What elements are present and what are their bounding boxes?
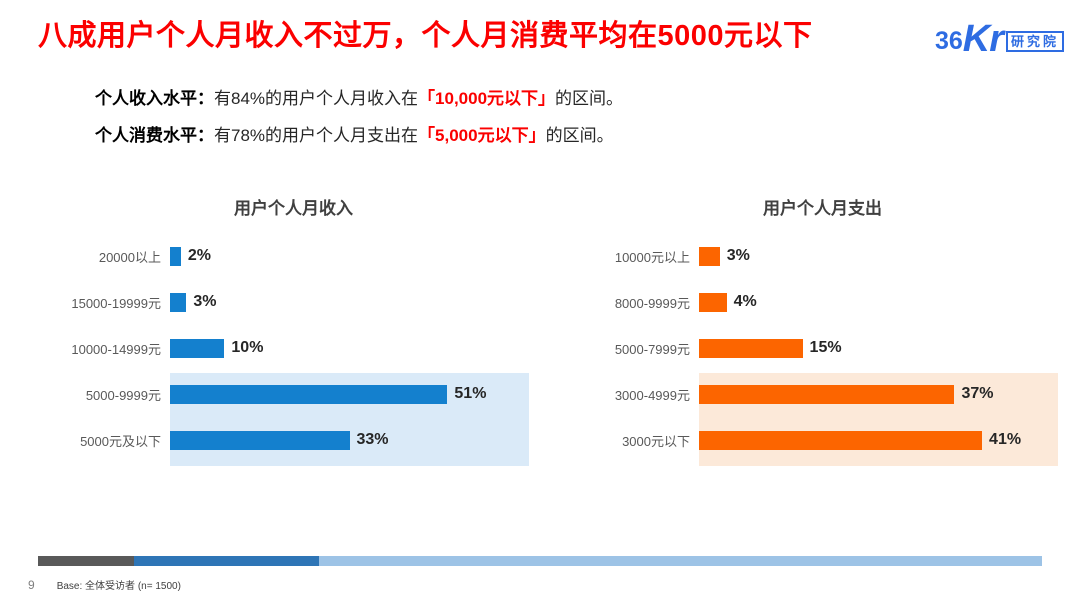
chart-row: 5000元及以下 33%	[58, 417, 529, 463]
charts-area: 用户个人月收入 20000以上 2% 15000-19999元 3% 10000-149…	[0, 158, 1080, 467]
bar-area: 33%	[170, 417, 529, 463]
category-label: 20000以上	[98, 249, 161, 265]
bar	[699, 292, 727, 312]
value-label: 2%	[187, 247, 211, 265]
slide-title: 八成用户个人月收入不过万，个人月消费平均在5000元以下	[38, 20, 813, 52]
chart-row: 5000-7999元 15%	[587, 325, 1058, 371]
intro-income-pre: 有84%的用户个人月收入在	[214, 89, 419, 109]
progress-segment-dark	[38, 556, 134, 566]
bar-area: 3%	[699, 233, 1058, 279]
value-label: 4%	[733, 293, 757, 311]
category-label: 5000元及以下	[80, 433, 161, 449]
category-label: 15000-19999元	[71, 295, 161, 311]
value-label: 41%	[989, 431, 1022, 449]
bar	[699, 338, 803, 358]
category-label: 3000-4999元	[614, 387, 690, 403]
36kr-logo: 36 Kr 研究院	[934, 18, 1064, 60]
chart-title: 用户个人月收入	[234, 199, 353, 219]
chart-rows: 10000元以上 3% 8000-9999元 4% 5000-7999元 15% 3000-…	[587, 233, 1058, 467]
intro-income-label: 个人收入水平：	[95, 89, 214, 109]
progress-segment-blue	[134, 556, 319, 566]
bar	[170, 430, 350, 450]
page-number: 9	[28, 578, 35, 592]
bar	[170, 384, 448, 404]
category-label: 8000-9999元	[614, 295, 690, 311]
value-label: 15%	[809, 339, 842, 357]
category-label: 5000-7999元	[614, 341, 690, 357]
chart-row: 3000元以下 41%	[587, 417, 1058, 463]
bar	[699, 430, 983, 450]
chart-row: 15000-19999元 3%	[58, 279, 529, 325]
category-label: 10000-14999元	[71, 341, 161, 357]
value-label: 3%	[726, 247, 750, 265]
chart-row: 10000元以上 3%	[587, 233, 1058, 279]
chart-row: 3000-4999元 37%	[587, 371, 1058, 417]
bar-area: 4%	[699, 279, 1058, 325]
intro-line-income: 个人收入水平：有84%的用户个人月收入在「10,000元以下」的区间。	[95, 84, 1080, 109]
category-label: 3000元以下	[622, 433, 690, 449]
chart-monthly-income: 用户个人月收入 20000以上 2% 15000-19999元 3% 10000-149…	[58, 194, 529, 467]
value-label: 10%	[231, 339, 264, 357]
bar-area: 2%	[170, 233, 529, 279]
category-label: 10000元以上	[614, 249, 690, 265]
intro-income-highlight: 「10,000元以下」	[418, 89, 556, 109]
chart-row: 5000-9999元 51%	[58, 371, 529, 417]
header: 八成用户个人月收入不过万，个人月消费平均在5000元以下 36 Kr 研究院	[0, 0, 1080, 60]
intro-spending-post: 的区间。	[545, 126, 614, 146]
footer: 9 Base: 全体受访者 (n= 1500)	[28, 577, 181, 592]
bar-area: 10%	[170, 325, 529, 371]
bar	[699, 384, 955, 404]
progress-bar	[38, 556, 1042, 566]
bar-area: 15%	[699, 325, 1058, 371]
intro-income-post: 的区间。	[555, 89, 624, 109]
logo-research-badge: 研究院	[1005, 31, 1064, 53]
bar	[699, 246, 720, 266]
bar-area: 41%	[699, 417, 1058, 463]
chart-row: 20000以上 2%	[58, 233, 529, 279]
chart-row: 8000-9999元 4%	[587, 279, 1058, 325]
bar	[170, 292, 187, 312]
chart-monthly-spending: 用户个人月支出 10000元以上 3% 8000-9999元 4% 5000-7999元…	[587, 194, 1058, 467]
value-label: 51%	[454, 385, 487, 403]
bar-area: 37%	[699, 371, 1058, 417]
bar	[170, 246, 181, 266]
progress-segment-light	[319, 556, 1042, 566]
intro-block: 个人收入水平：有84%的用户个人月收入在「10,000元以下」的区间。 个人消费…	[95, 84, 1080, 146]
intro-spending-pre: 有78%的用户个人月支出在	[214, 126, 419, 146]
intro-spending-highlight: 「5,000元以下」	[418, 126, 546, 146]
value-label: 3%	[193, 293, 217, 311]
chart-rows: 20000以上 2% 15000-19999元 3% 10000-14999元 10% 50…	[58, 233, 529, 467]
category-label: 5000-9999元	[85, 387, 161, 403]
logo-number: 36	[934, 27, 963, 56]
chart-title: 用户个人月支出	[763, 199, 882, 219]
bar-area: 3%	[170, 279, 529, 325]
bar-area: 51%	[170, 371, 529, 417]
intro-spending-label: 个人消费水平：	[95, 126, 214, 146]
intro-line-spending: 个人消费水平：有78%的用户个人月支出在「5,000元以下」的区间。	[95, 121, 1080, 146]
value-label: 33%	[356, 431, 389, 449]
chart-row: 10000-14999元 10%	[58, 325, 529, 371]
bar	[170, 338, 225, 358]
base-note: Base: 全体受访者 (n= 1500)	[56, 581, 181, 592]
value-label: 37%	[961, 385, 994, 403]
logo-kr: Kr	[962, 18, 1004, 60]
